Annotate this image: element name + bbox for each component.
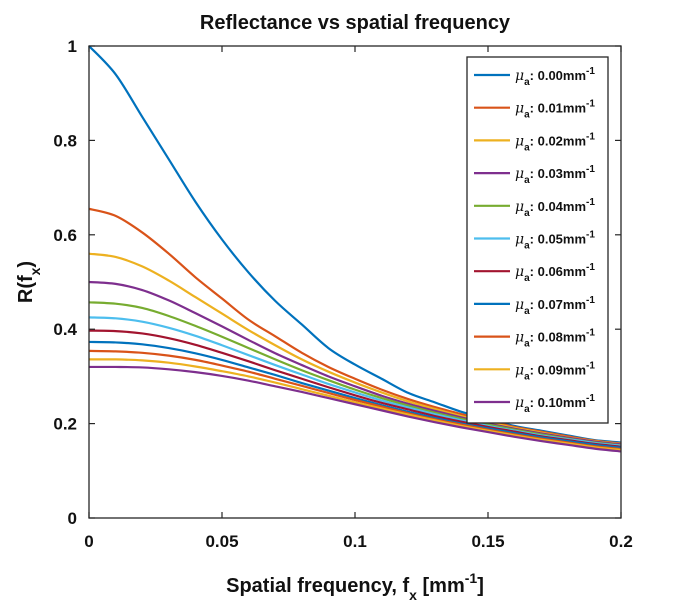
- ticks-layer: 0 0.05 0.1 0.15 0.2 0 0.2 0.4 0.6 0.8 1: [53, 37, 632, 551]
- legend-unit-sup: -1: [586, 360, 595, 371]
- legend-label: μa: 0.09mm-1: [515, 360, 595, 382]
- legend-symbol: μ: [515, 68, 524, 84]
- x-tick-label: 0.05: [205, 532, 238, 551]
- legend-symbol: μ: [515, 264, 524, 280]
- y-tick-label: 0.4: [53, 320, 77, 339]
- legend-series-name: : 0.10mm: [530, 395, 586, 410]
- legend-symbol: μ: [515, 199, 524, 215]
- legend-label: μa: 0.06mm-1: [515, 262, 595, 284]
- legend-subscript: a: [524, 208, 530, 219]
- legend-unit-sup: -1: [586, 164, 595, 175]
- x-tick-label: 0.2: [609, 532, 633, 551]
- legend-entry-10: μa: 0.10mm-1: [474, 393, 595, 415]
- legend-series-name: : 0.04mm: [530, 199, 586, 214]
- x-tick-label: 0: [84, 532, 93, 551]
- y-axis-label-base: R(f: [15, 275, 37, 303]
- series-line-10: [88, 365, 622, 453]
- legend-entry-4: μa: 0.04mm-1: [474, 197, 595, 219]
- legend-unit-sup: -1: [586, 66, 595, 77]
- legend-series-name: : 0.01mm: [530, 101, 586, 116]
- legend-entry-5: μa: 0.05mm-1: [474, 230, 595, 252]
- x-tick-label: 0.1: [343, 532, 367, 551]
- legend-label: μa: 0.01mm-1: [515, 99, 595, 121]
- legend-symbol: μ: [515, 297, 524, 313]
- series-layer: [88, 45, 622, 453]
- legend-symbol: μ: [515, 133, 524, 149]
- y-tick-label: 1: [68, 37, 77, 56]
- legend: μa: 0.00mm-1μa: 0.01mm-1μa: 0.02mm-1μa: …: [466, 56, 609, 424]
- legend-label: μa: 0.08mm-1: [515, 328, 595, 350]
- legend-unit-sup: -1: [586, 393, 595, 404]
- legend-label: μa: 0.04mm-1: [515, 197, 595, 219]
- series-line-7: [88, 340, 622, 449]
- legend-unit-sup: -1: [586, 262, 595, 273]
- legend-series-name: : 0.08mm: [530, 330, 586, 345]
- legend-series-name: : 0.05mm: [530, 232, 586, 247]
- chart-title: Reflectance vs spatial frequency: [200, 12, 511, 34]
- legend-unit-sup: -1: [586, 99, 595, 110]
- legend-symbol: μ: [515, 395, 524, 411]
- legend-unit-sup: -1: [586, 131, 595, 142]
- legend-box: [466, 56, 609, 424]
- y-tick-label: 0.8: [53, 131, 77, 150]
- legend-entry-0: μa: 0.00mm-1: [474, 66, 595, 88]
- y-tick-label: 0.6: [53, 226, 77, 245]
- legend-symbol: μ: [515, 166, 524, 182]
- x-axis-label-mid: [mm: [417, 575, 465, 597]
- legend-label: μa: 0.03mm-1: [515, 164, 595, 186]
- legend-subscript: a: [524, 77, 530, 88]
- legend-label: μa: 0.05mm-1: [515, 230, 595, 252]
- legend-items: μa: 0.00mm-1μa: 0.01mm-1μa: 0.02mm-1μa: …: [474, 66, 595, 415]
- series-line-9: [88, 358, 622, 452]
- legend-subscript: a: [524, 142, 530, 153]
- legend-label: μa: 0.00mm-1: [515, 66, 595, 88]
- y-tick-label: 0.2: [53, 415, 77, 434]
- legend-series-name: : 0.02mm: [530, 133, 586, 148]
- legend-series-name: : 0.09mm: [530, 362, 586, 377]
- x-tick-label: 0.15: [471, 532, 504, 551]
- y-tick-label: 0: [68, 509, 77, 528]
- legend-series-name: : 0.06mm: [530, 264, 586, 279]
- legend-entry-2: μa: 0.02mm-1: [474, 131, 595, 153]
- legend-subscript: a: [524, 241, 530, 252]
- legend-unit-sup: -1: [586, 295, 595, 306]
- legend-series-name: : 0.07mm: [530, 297, 586, 312]
- legend-series-name: : 0.00mm: [530, 68, 586, 83]
- legend-symbol: μ: [515, 330, 524, 346]
- legend-subscript: a: [524, 110, 530, 121]
- legend-subscript: a: [524, 306, 530, 317]
- legend-subscript: a: [524, 339, 530, 350]
- legend-subscript: a: [524, 273, 530, 284]
- y-axis-label: R(fx): [15, 261, 43, 303]
- legend-symbol: μ: [515, 362, 524, 378]
- y-axis-label-sub: x: [27, 267, 43, 275]
- x-axis-label-sub: x: [409, 587, 417, 603]
- legend-label: μa: 0.07mm-1: [515, 295, 595, 317]
- legend-label: μa: 0.02mm-1: [515, 131, 595, 153]
- x-axis-label-base: Spatial frequency, f: [226, 575, 409, 597]
- legend-series-name: : 0.03mm: [530, 166, 586, 181]
- legend-label: μa: 0.10mm-1: [515, 393, 595, 415]
- legend-symbol: μ: [515, 101, 524, 117]
- legend-subscript: a: [524, 404, 530, 415]
- x-axis-label-end: ]: [477, 575, 484, 597]
- legend-subscript: a: [524, 371, 530, 382]
- legend-unit-sup: -1: [586, 230, 595, 241]
- legend-symbol: μ: [515, 232, 524, 248]
- legend-entry-1: μa: 0.01mm-1: [474, 99, 595, 121]
- x-axis-label-sup: -1: [465, 570, 478, 586]
- legend-entry-9: μa: 0.09mm-1: [474, 360, 595, 382]
- legend-entry-8: μa: 0.08mm-1: [474, 328, 595, 350]
- legend-subscript: a: [524, 175, 530, 186]
- legend-entry-3: μa: 0.03mm-1: [474, 164, 595, 186]
- legend-entry-7: μa: 0.07mm-1: [474, 295, 595, 317]
- legend-entry-6: μa: 0.06mm-1: [474, 262, 595, 284]
- legend-unit-sup: -1: [586, 197, 595, 208]
- legend-unit-sup: -1: [586, 328, 595, 339]
- y-axis-label-end: ): [15, 261, 37, 268]
- x-axis-label: Spatial frequency, fx [mm-1]: [226, 570, 484, 603]
